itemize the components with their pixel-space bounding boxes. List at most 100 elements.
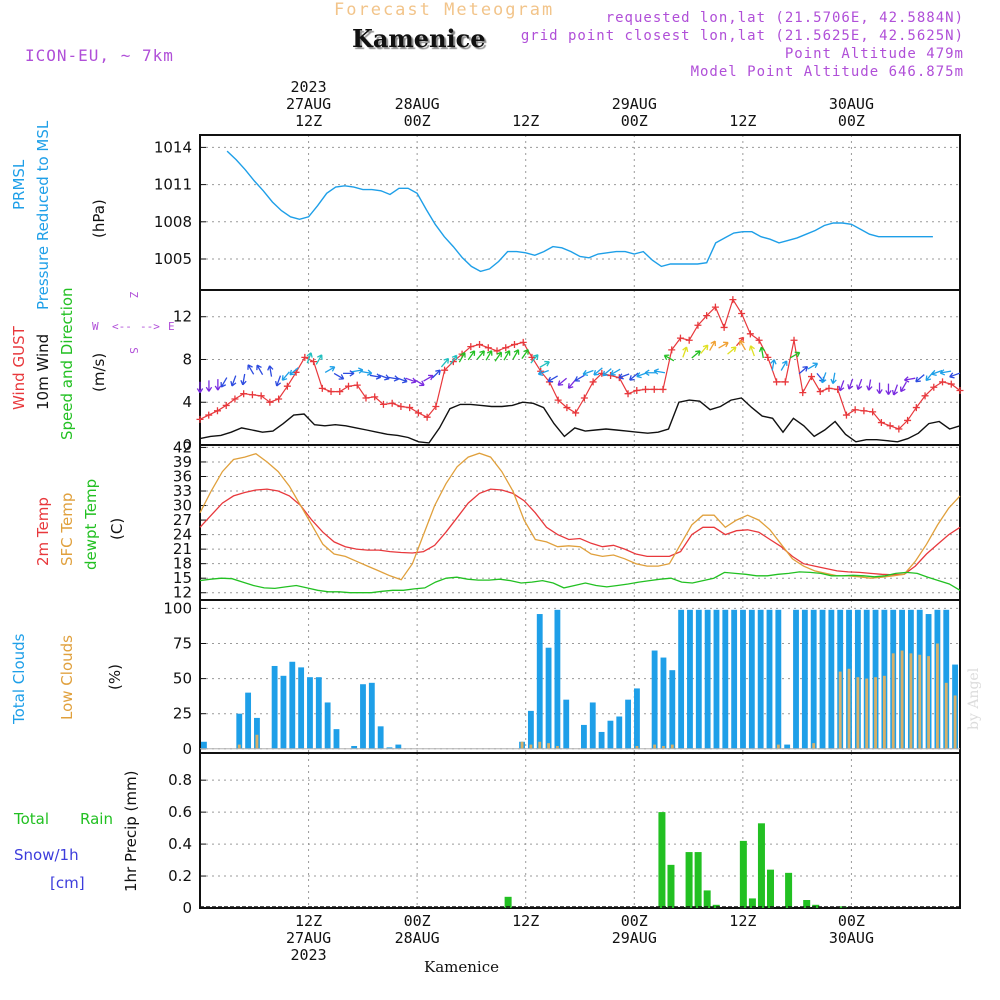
wind-ytick-label: 0 [182,436,192,454]
wind-gust-marker [441,366,449,374]
wind-gust-marker [423,413,431,421]
time-tick-label: 28AUG [394,929,440,947]
total-cloud-bar [801,609,808,749]
wind-direction-arrow [512,349,520,360]
wind-gust-marker [476,341,484,349]
total-cloud-bar [554,609,561,749]
low-cloud-bar [670,744,674,749]
total-cloud-bar [810,609,817,749]
wind-direction-arrow [405,377,417,384]
wind-direction-arrow [618,373,630,380]
wind-direction-arrow [653,368,666,375]
wind-gust-marker [921,392,929,400]
low-cloud-bar [847,668,851,749]
low-cloud-bar [653,744,657,749]
rain-bar [703,890,711,908]
total-cloud-bar [333,729,340,749]
wind-direction-arrow [899,381,907,393]
total-cloud-bar [669,670,676,749]
precip-ytick-label: 0 [182,899,192,917]
wind-direction-arrow [220,377,228,388]
wind-gust-marker [659,385,667,393]
chart-title-top: Forecast Meteogram [334,0,555,20]
total-cloud-bar [607,720,614,749]
clouds-ytick-label: 0 [182,740,192,758]
wind-gust-marker [711,303,719,311]
compass-rose: Z W <-- --> E S [90,288,180,358]
wind-gust-marker [904,416,912,424]
time-tick-label: 00Z [620,112,648,130]
low-cloud-bar [891,653,895,749]
total-cloud-bar [298,667,305,749]
wind-direction-arrow [396,377,408,384]
rain-bar [803,900,811,908]
wind-direction-arrow [838,380,845,392]
wind-direction-arrow [709,340,717,351]
wind-gust-marker [816,388,824,396]
time-tick-label: 12Z [295,912,323,930]
wind-gust-marker [283,382,291,390]
wind-direction-arrow [247,364,255,375]
wind-gust-marker [720,323,728,331]
precip-cm-label: [cm] [50,874,85,892]
time-tick-label: 00Z [403,112,431,130]
wind-gust-marker [502,344,510,352]
wind-direction-arrow [306,352,313,364]
wind-direction-arrow [521,349,529,360]
wind-gust-marker [860,407,868,415]
total-cloud-bar [351,745,358,749]
wind-gust-marker [633,386,641,394]
wind-direction-arrow [691,350,701,359]
total-cloud-bar [589,702,596,749]
time-tick-label: 12Z [729,112,757,130]
wind-direction-arrow [230,375,237,387]
wind-direction-arrow [939,369,952,376]
time-tick-label: 00Z [403,912,431,930]
wind-direction-arrow [602,368,612,377]
wind-direction-arrow [537,369,549,376]
wind-direction-arrow [458,352,466,363]
total-cloud-bar [536,614,543,749]
wind-gust-marker [607,372,615,380]
total-cloud-bar [713,609,720,749]
wind-gust-marker [213,407,221,415]
wind-direction-arrow [440,357,450,368]
precip-panel-frame [199,752,961,909]
pressure-panel-frame [199,134,961,291]
wind-gust-marker [781,378,789,386]
total-cloud-bar [704,609,711,749]
wind-gust-marker [703,312,711,320]
wind-gust-marker [624,390,632,398]
low-cloud-bar [874,677,877,749]
wind-gust-marker [196,415,204,423]
wind-direction-arrow [820,372,827,384]
low-cloud-bar [882,675,886,749]
rain-bar [694,852,702,908]
total-cloud-bar [766,609,773,749]
total-cloud-bar [757,609,764,749]
time-tick-label: 00Z [837,112,865,130]
low-cloud-bar [255,734,259,749]
wind-gust-marker [205,411,213,419]
total-cloud-bar [625,699,632,749]
wind-direction-arrow [866,379,873,391]
wind-direction-arrow [267,365,274,377]
total-cloud-bar [678,609,685,749]
total-cloud-bar [280,675,287,749]
wind-gust-marker [493,347,501,355]
wind-gust-marker [694,321,702,329]
wind-gust-marker [467,343,475,351]
wind-direction-arrow [830,372,837,385]
wind-direction-arrow [847,378,854,390]
rain-bar [667,864,675,908]
wind-direction-arrow [891,384,899,396]
time-tick-label: 12Z [512,912,540,930]
clouds-panel-frame [199,599,961,754]
wind-gust-marker [746,330,754,338]
wind-direction-arrow [610,368,621,376]
wind-gust-marker [257,392,265,400]
wind-direction-arrow [214,379,222,391]
wind-direction-arrow [718,341,729,349]
total-cloud-bar [731,609,738,749]
wind-direction-arrow [582,369,594,376]
